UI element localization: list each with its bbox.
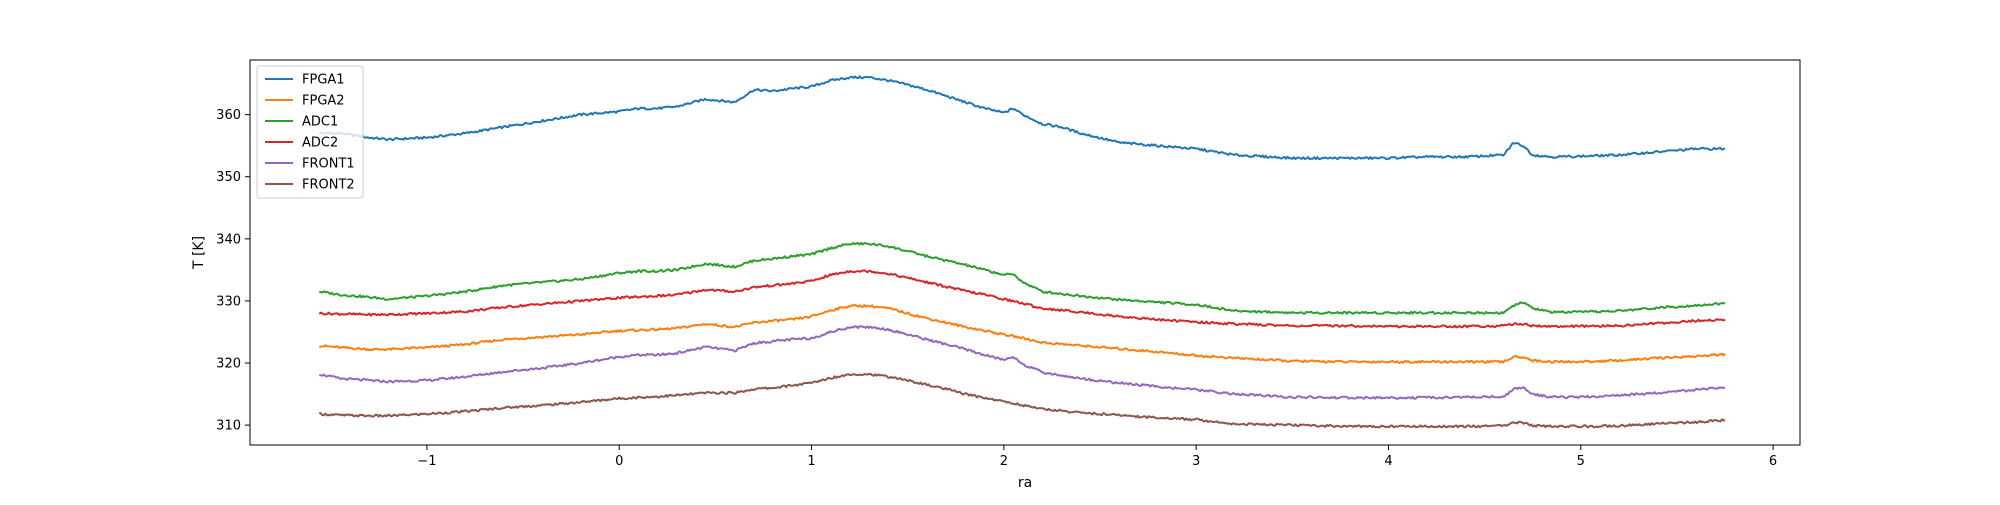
series-line-fpga1: [318, 75, 1726, 161]
legend-label-front1: FRONT1: [302, 157, 355, 172]
plot-frame: [249, 59, 1801, 446]
y-tick-label: 320: [216, 357, 241, 372]
series-line-adc2: [318, 269, 1726, 329]
series-line-front2: [318, 372, 1726, 429]
y-axis-label: T [K]: [191, 236, 207, 270]
x-tick-label: 0: [615, 454, 623, 469]
x-tick-label: 5: [1577, 454, 1585, 469]
y-tick-label: 340: [216, 232, 241, 247]
series-line-fpga2: [319, 303, 1726, 364]
y-tick-label: 310: [216, 419, 241, 434]
x-axis-label: ra: [1018, 475, 1032, 491]
x-tick-label: −1: [417, 454, 436, 469]
x-axis: −1 0 1 2 3 4 5 6: [417, 445, 1777, 469]
legend-label-fpga1: FPGA1: [302, 73, 345, 88]
x-tick-label: 1: [807, 454, 815, 469]
y-axis: 310 320 330 340 350 360: [216, 108, 250, 434]
y-tick-label: 330: [216, 294, 241, 309]
y-tick-label: 360: [216, 108, 241, 123]
legend-label-adc2: ADC2: [302, 136, 338, 151]
x-tick-label: 2: [1000, 454, 1008, 469]
legend-label-fpga2: FPGA2: [302, 94, 345, 109]
x-tick-label: 3: [1192, 454, 1200, 469]
series-layer: [318, 75, 1726, 429]
y-tick-label: 350: [216, 170, 241, 185]
legend-label-front2: FRONT2: [302, 178, 355, 193]
legend-label-adc1: ADC1: [302, 115, 338, 130]
series-line-front1: [319, 325, 1726, 400]
series-line-adc1: [319, 241, 1726, 315]
x-tick-label: 6: [1769, 454, 1777, 469]
x-tick-label: 4: [1384, 454, 1392, 469]
legend: FPGA1 FPGA2 ADC1 ADC2 FRONT1 FRONT2: [256, 65, 364, 199]
